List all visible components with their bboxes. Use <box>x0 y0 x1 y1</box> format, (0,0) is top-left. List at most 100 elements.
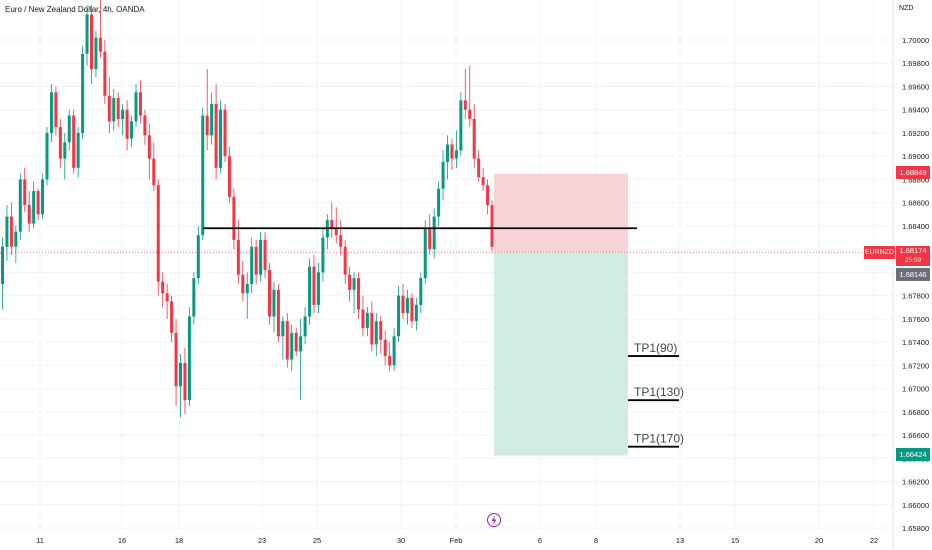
y-tick-label: 1.66200 <box>902 478 929 487</box>
candle-body <box>196 235 200 279</box>
tp-label: TP1(170) <box>634 432 684 446</box>
candle-body <box>187 316 191 401</box>
candle-body <box>250 246 254 284</box>
candle-body <box>414 304 418 322</box>
candle-body <box>459 100 463 151</box>
candle-body <box>481 177 485 186</box>
candle-body <box>49 92 53 133</box>
x-tick-label: 15 <box>731 536 739 545</box>
candle-body <box>405 297 409 314</box>
candle-body <box>334 228 338 236</box>
candle-body <box>5 216 9 247</box>
candle-body <box>67 115 71 143</box>
position-zones <box>494 173 628 456</box>
level-lines[interactable]: TP1(90) TP1(130) TP1(170) <box>0 227 893 448</box>
candle-body <box>437 188 441 217</box>
x-tick-label: 22 <box>870 536 878 545</box>
candle-body <box>348 274 352 290</box>
y-tick-label: 1.67800 <box>902 292 929 301</box>
candle-body <box>245 284 249 294</box>
stop-loss-zone <box>494 173 628 253</box>
x-tick-label: 25 <box>313 536 321 545</box>
candle-body <box>107 95 111 122</box>
candle-body <box>463 100 467 110</box>
x-tick-label: 18 <box>175 536 183 545</box>
candle-body <box>285 321 289 360</box>
candle-body <box>161 281 165 294</box>
lightning-icon-bolt <box>491 515 497 526</box>
x-tick-label: 30 <box>397 536 405 545</box>
candle-body <box>441 162 445 189</box>
candle-body <box>321 237 325 273</box>
candle-body <box>423 228 427 279</box>
candle-body <box>241 274 245 294</box>
candle-body <box>303 316 307 337</box>
candle-body <box>72 115 76 168</box>
candle-body <box>1 246 4 284</box>
x-tick-label: 16 <box>118 536 126 545</box>
candle-body <box>343 246 347 275</box>
candle-body <box>477 158 481 178</box>
candle-body <box>116 98 120 120</box>
candle-body <box>223 109 227 157</box>
y-tick-label: 1.66600 <box>902 431 929 440</box>
candle-body <box>201 115 205 236</box>
candle-body <box>170 301 174 333</box>
candle-body <box>125 109 129 139</box>
y-tick-label: 1.65800 <box>902 524 929 533</box>
candle-body <box>316 272 320 305</box>
y-tick-label: 1.69800 <box>902 59 929 68</box>
y-tick-label: 1.70000 <box>902 36 929 45</box>
candle-body <box>379 321 383 340</box>
candle-body <box>45 132 49 180</box>
candles <box>1 0 494 418</box>
y-tick-label: 1.66800 <box>902 408 929 417</box>
tp-label: TP1(90) <box>634 341 677 355</box>
x-tick-label: 13 <box>676 536 684 545</box>
candle-body <box>23 179 27 205</box>
candle-body <box>112 98 116 122</box>
candle-body <box>486 185 490 205</box>
candle-body <box>312 266 316 305</box>
time-axis[interactable]: 11 16 18 23 25 30 Feb 6 8 13 15 20 22 <box>36 513 878 546</box>
x-tick-label: 11 <box>36 536 44 545</box>
y-tick-label: 1.67200 <box>902 361 929 370</box>
last-price-badge: 1.68174 25:59 <box>896 246 930 266</box>
currency-label: NZD <box>899 5 914 12</box>
candle-body <box>147 135 151 159</box>
candle-body <box>143 115 147 136</box>
countdown: 25:59 <box>904 257 922 264</box>
y-tick-label: 1.69600 <box>902 82 929 91</box>
candle-body <box>388 356 392 366</box>
candle-body <box>85 14 89 54</box>
y-tick-label: 1.68400 <box>902 222 929 231</box>
candle-body <box>63 142 67 159</box>
x-tick-label: 20 <box>815 536 823 545</box>
candle-body <box>268 270 271 317</box>
x-tick-label: Feb <box>450 536 463 545</box>
candle-body <box>210 103 214 136</box>
candle-body <box>138 92 142 116</box>
candle-body <box>130 121 134 139</box>
candle-body <box>490 204 494 247</box>
candle-body <box>357 278 360 310</box>
chart-title: Euro / New Zealand Dollar, 4h, OANDA <box>5 5 145 14</box>
candle-body <box>152 158 156 186</box>
candle-body <box>361 309 365 329</box>
lightning-icon[interactable] <box>487 513 501 527</box>
candle-body <box>58 127 62 159</box>
candle-body <box>227 156 231 197</box>
candle-body <box>9 216 13 247</box>
chart-grid <box>0 0 894 550</box>
candle-body <box>410 297 414 322</box>
y-tick-label: 1.67600 <box>902 315 929 324</box>
candle-body <box>276 289 280 337</box>
mid-level-badge: 1.68146 <box>896 268 930 281</box>
y-tick-label: 1.69200 <box>902 129 929 138</box>
candle-body <box>156 185 160 282</box>
candle-body <box>339 235 343 247</box>
candle-body <box>94 37 98 70</box>
symbol-badge: EURNZD <box>864 246 895 259</box>
candle-body <box>370 313 374 345</box>
